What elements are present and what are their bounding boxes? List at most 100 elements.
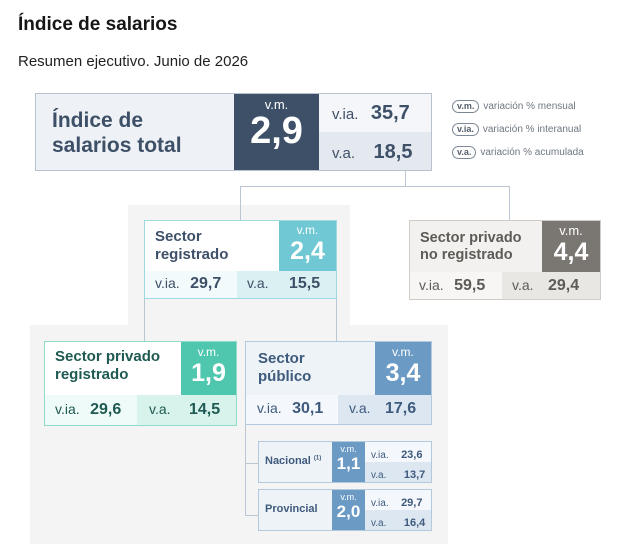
legend-va-abbr: v.a. — [452, 146, 477, 159]
connector-registrado-left — [144, 298, 145, 341]
no-registrado-vm-block: v.m. 4,4 — [542, 221, 600, 272]
nacional-note: (1) — [313, 455, 322, 462]
privado-registrado-vm-block: v.m. 1,9 — [181, 342, 236, 395]
total-name-bg — [36, 94, 234, 170]
privado-registrado-va-cell — [137, 395, 236, 425]
no-registrado-via-cell — [410, 272, 502, 299]
connector-to-registrado — [240, 186, 241, 220]
privado-registrado-name-line1: Sector privado — [55, 348, 161, 365]
registrado-va-cell — [237, 271, 336, 298]
registrado-vm-label: v.m. — [296, 223, 319, 237]
legend-vm: v.m. variación % mensual — [452, 100, 576, 113]
total-name-line2: salarios total — [52, 133, 182, 157]
registrado-name-line1: Sector — [155, 228, 202, 245]
publico-va-cell — [338, 395, 431, 424]
no-registrado-via-value: 59,5 — [454, 277, 486, 294]
registrado-va: v.a. 15,5 — [247, 275, 320, 293]
registrado-via-value: 29,7 — [190, 275, 222, 292]
no-registrado-name-bg — [410, 221, 542, 272]
publico-via-label: v.ia. — [257, 400, 282, 416]
privado-registrado-vm-label: v.m. — [197, 345, 220, 359]
registrado-via: v.ia. 29,7 — [155, 275, 221, 293]
nacional-via-value: 23,6 — [401, 449, 423, 461]
publico-via-value: 30,1 — [292, 400, 324, 417]
total-name-line1: Índice de — [52, 109, 144, 132]
nacional-va-label: v.a. — [371, 470, 387, 481]
provincial-va-label: v.a. — [371, 518, 387, 529]
privado-registrado-va: v.a. 14,5 — [149, 401, 220, 419]
connector-to-no-registrado — [509, 186, 510, 220]
connector-horizontal-top — [240, 186, 509, 187]
total-via-value: 35,7 — [370, 102, 410, 124]
node-privado-registrado: Sector privado registrado v.m. 1,9 v.ia.… — [44, 341, 237, 426]
provincial-name: Provincial — [265, 503, 318, 516]
publico-va: v.a. 17,6 — [349, 400, 416, 418]
legend-va: v.a. variación % acumulada — [452, 146, 584, 159]
privado-registrado-va-value: 14,5 — [188, 401, 221, 418]
total-va-label: v.a. — [332, 145, 356, 162]
provincial-name-text: Provincial — [265, 503, 318, 515]
page-title: Índice de salarios — [18, 14, 178, 35]
legend-via-desc: variación % interanual — [482, 124, 582, 135]
node-registrado: Sector registrado v.m. 2,4 v.ia. 29,7 v.… — [144, 220, 337, 299]
connector-to-provincial — [245, 515, 258, 516]
nacional-name-text: Nacional — [265, 455, 311, 467]
connector-publico-stem — [245, 424, 246, 516]
publico-va-label: v.a. — [349, 400, 371, 416]
node-provincial: Provincial v.m. 2,0 v.ia. 29,7 v.a. 16,4 — [258, 489, 432, 531]
registrado-va-label: v.a. — [247, 275, 269, 291]
nacional-vm-block: v.m. 1,1 — [332, 442, 365, 482]
registrado-via-cell — [145, 271, 237, 298]
node-total: Índice de salarios total v.m. 2,9 v.ia. … — [35, 93, 432, 171]
node-no-registrado: Sector privado no registrado v.m. 4,4 v.… — [409, 220, 601, 300]
connector-total-stem — [405, 170, 406, 186]
connector-to-nacional — [245, 463, 258, 464]
publico-vm-value: 3,4 — [385, 359, 421, 387]
privado-registrado-via-label: v.ia. — [55, 401, 80, 417]
provincial-via: v.ia. 29,7 — [371, 493, 422, 511]
legend-va-desc: variación % acumulada — [480, 147, 584, 158]
nacional-name: Nacional (1) — [265, 455, 321, 468]
publico-via: v.ia. 30,1 — [257, 400, 323, 418]
no-registrado-name-line2: no registrado — [420, 247, 513, 264]
privado-registrado-via-cell — [45, 395, 137, 425]
provincial-va-cell — [365, 510, 431, 530]
total-vm-label: v.m. — [264, 97, 289, 112]
privado-registrado-name: Sector privado registrado — [55, 348, 160, 383]
registrado-name: Sector registrado — [155, 228, 228, 263]
privado-registrado-via: v.ia. 29,6 — [55, 401, 121, 419]
provincial-vm-value: 2,0 — [336, 502, 361, 521]
no-registrado-via-label: v.ia. — [419, 277, 444, 293]
privado-registrado-va-label: v.a. — [149, 401, 171, 417]
total-via-label: v.ia. — [332, 106, 359, 123]
publico-name-line1: Sector — [258, 350, 305, 367]
total-va-row — [319, 132, 431, 170]
nacional-va-cell — [365, 462, 431, 482]
page-subtitle: Resumen ejecutivo. Junio de 2026 — [18, 53, 249, 70]
publico-vm-block: v.m. 3,4 — [375, 342, 431, 395]
provincial-va: v.a. 16,4 — [371, 513, 425, 531]
total-name: Índice de salarios total — [52, 109, 182, 159]
provincial-via-value: 29,7 — [401, 497, 423, 509]
nacional-via-cell — [365, 442, 431, 462]
nacional-va-value: 13,7 — [403, 469, 426, 481]
nacional-vm-value: 1,1 — [336, 454, 361, 473]
nacional-via-label: v.ia. — [371, 450, 389, 461]
nacional-name-bg — [259, 442, 332, 482]
total-vm-block: v.m. 2,9 — [234, 94, 319, 170]
registrado-via-label: v.ia. — [155, 275, 180, 291]
total-va-value: 18,5 — [373, 141, 413, 163]
legend-vm-abbr: v.m. — [452, 100, 480, 113]
provincial-via-cell — [365, 490, 431, 510]
legend-vm-desc: variación % mensual — [483, 101, 576, 112]
nacional-via: v.ia. 23,6 — [371, 445, 422, 463]
registrado-va-value: 15,5 — [288, 275, 321, 292]
no-registrado-va-cell — [502, 272, 600, 299]
privado-registrado-via-value: 29,6 — [90, 401, 122, 418]
no-registrado-vm-label: v.m. — [559, 223, 583, 238]
no-registrado-via: v.ia. 59,5 — [419, 277, 485, 295]
provincial-name-bg — [259, 490, 332, 530]
no-registrado-vm-value: 4,4 — [553, 238, 589, 266]
registrado-vm-value: 2,4 — [290, 237, 325, 265]
nacional-vm-label: v.m. — [340, 444, 357, 454]
